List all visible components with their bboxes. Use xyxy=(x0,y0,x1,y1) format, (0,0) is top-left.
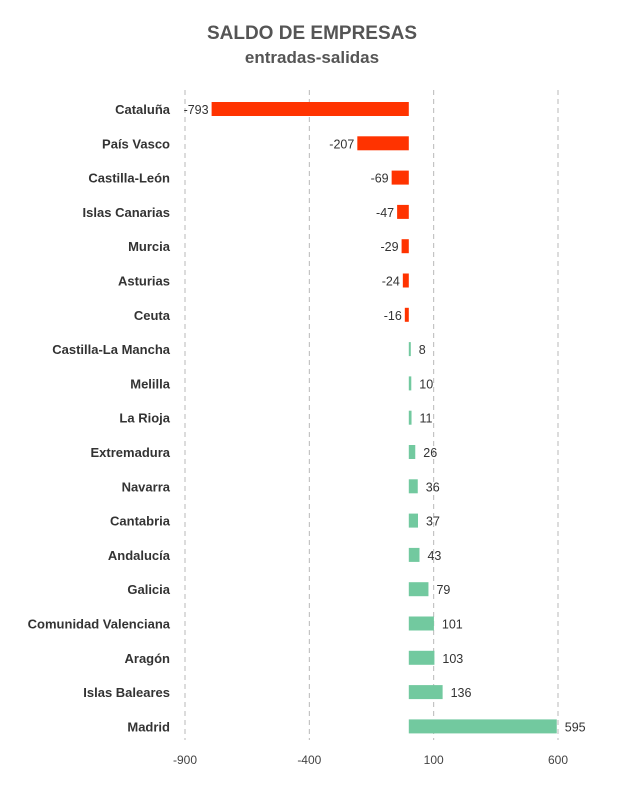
bar xyxy=(408,513,419,528)
category-label: Comunidad Valenciana xyxy=(28,617,171,632)
bar xyxy=(408,582,429,597)
category-label: Cataluña xyxy=(115,102,171,117)
category-label: Islas Canarias xyxy=(83,205,170,220)
bar xyxy=(211,102,409,116)
data-label: 101 xyxy=(442,618,463,632)
data-label: -69 xyxy=(371,172,389,186)
category-label: Asturias xyxy=(118,274,170,289)
chart-subtitle: entradas-salidas xyxy=(245,48,379,67)
category-label: Aragón xyxy=(125,651,171,666)
category-label: Castilla-León xyxy=(88,171,170,186)
bar xyxy=(408,719,557,734)
category-label: Ceuta xyxy=(134,308,171,323)
category-label: País Vasco xyxy=(102,136,170,151)
category-label: Castilla-La Mancha xyxy=(52,342,171,357)
data-label: 103 xyxy=(442,652,463,666)
bar xyxy=(408,616,434,631)
bar xyxy=(357,136,409,151)
data-label: -47 xyxy=(376,206,394,220)
x-tick-label: -900 xyxy=(173,753,197,767)
bar xyxy=(408,685,443,700)
bar xyxy=(408,650,435,665)
bar xyxy=(402,273,409,288)
value-labels: -793 -207 -69 -47 -29 -24 -16 8 10 11 26 36 37 43 79 10… xyxy=(184,103,586,734)
category-label: La Rioja xyxy=(119,411,170,426)
data-label: 43 xyxy=(427,549,441,563)
bar xyxy=(408,342,411,357)
data-label: 8 xyxy=(419,343,426,357)
category-label: Andalucía xyxy=(108,548,171,563)
bar xyxy=(391,170,409,185)
grid xyxy=(184,90,559,740)
category-label: Cantabria xyxy=(110,514,171,529)
category-label: Murcia xyxy=(128,239,171,254)
data-label: 10 xyxy=(419,377,433,391)
x-tick-label: -400 xyxy=(297,753,321,767)
bar xyxy=(408,410,412,425)
data-label: 11 xyxy=(420,412,433,426)
bars xyxy=(211,102,557,734)
bar xyxy=(408,547,420,562)
bar xyxy=(408,376,412,391)
data-label: -793 xyxy=(184,103,209,117)
category-label: Extremadura xyxy=(91,445,171,460)
data-label: 36 xyxy=(426,480,440,494)
chart-title: SALDO DE EMPRESAS xyxy=(207,23,417,44)
data-label: 26 xyxy=(423,446,437,460)
category-label: Galicia xyxy=(127,582,170,597)
bar xyxy=(401,239,409,254)
bar xyxy=(408,479,418,494)
bar xyxy=(408,445,416,459)
data-label: -16 xyxy=(384,309,402,323)
data-label: 79 xyxy=(436,583,450,597)
data-label: -29 xyxy=(381,240,399,254)
data-label: -207 xyxy=(329,137,354,151)
bar xyxy=(404,307,409,322)
data-label: 595 xyxy=(565,720,586,734)
data-label: -24 xyxy=(382,275,400,289)
x-tick-label: 100 xyxy=(424,753,444,767)
data-label: 136 xyxy=(451,686,472,700)
category-label: Melilla xyxy=(130,376,171,391)
data-label: 37 xyxy=(426,515,440,529)
bar xyxy=(397,204,409,219)
category-labels: Cataluña País Vasco Castilla-León Islas Can… xyxy=(28,102,171,734)
x-axis-ticks: -900 -400 100 600 xyxy=(173,753,568,767)
category-label: Islas Baleares xyxy=(83,685,170,700)
category-label: Navarra xyxy=(122,479,171,494)
category-label: Madrid xyxy=(127,719,170,734)
x-tick-label: 600 xyxy=(548,753,568,767)
